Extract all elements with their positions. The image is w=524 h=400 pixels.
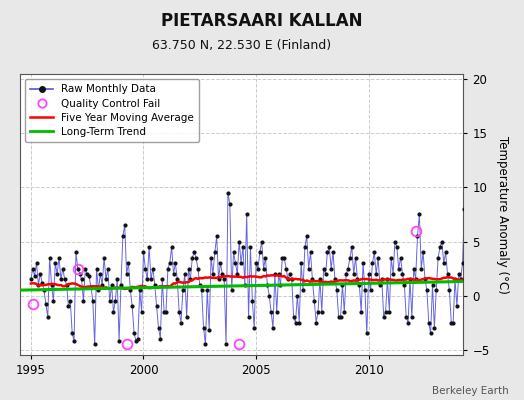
Legend: Raw Monthly Data, Quality Control Fail, Five Year Moving Average, Long-Term Tren: Raw Monthly Data, Quality Control Fail, …: [25, 79, 199, 142]
Text: PIETARSAARI KALLAN: PIETARSAARI KALLAN: [161, 12, 363, 30]
Y-axis label: Temperature Anomaly (°C): Temperature Anomaly (°C): [496, 136, 509, 294]
Text: Berkeley Earth: Berkeley Earth: [432, 386, 508, 396]
Title: 63.750 N, 22.530 E (Finland): 63.750 N, 22.530 E (Finland): [152, 39, 331, 52]
